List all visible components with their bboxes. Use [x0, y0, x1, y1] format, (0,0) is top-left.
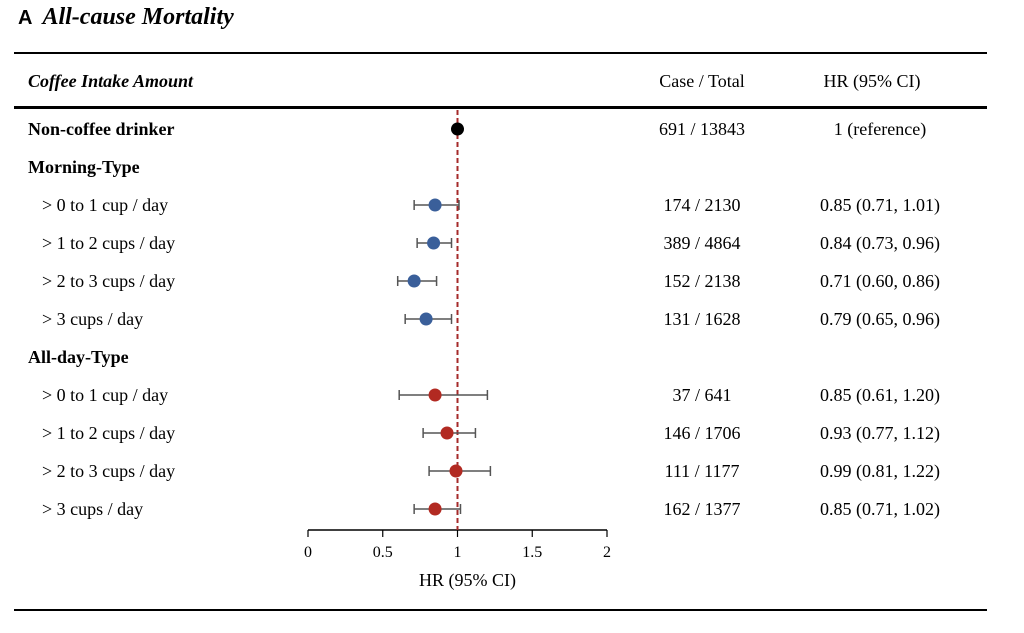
case-total-cell: 174 / 2130: [663, 195, 741, 215]
x-axis-title: HR (95% CI): [419, 570, 516, 591]
case-total-cell: 691 / 13843: [658, 119, 746, 139]
hr-ci-cell: 0.85 (0.71, 1.01): [820, 195, 940, 215]
panel-letter: A: [18, 7, 33, 29]
chart-title: All-cause Mortality: [42, 4, 234, 30]
case-total-cell: 162 / 1377: [663, 499, 741, 519]
row-label: > 2 to 3 cups / day: [42, 271, 176, 291]
hr-point: [428, 388, 442, 402]
x-tick-label: 1.5: [522, 544, 542, 561]
hr-ci-cell: 0.71 (0.60, 0.86): [820, 271, 940, 291]
x-tick-label: 2: [603, 544, 611, 561]
row-label: > 1 to 2 cups / day: [42, 423, 176, 443]
case-total-cell: 389 / 4864: [663, 233, 741, 253]
panel-title: A All-cause Mortality: [18, 4, 234, 36]
hr-point: [428, 198, 442, 212]
case-total-cell: 111 / 1177: [664, 461, 740, 481]
hr-point: [419, 312, 433, 326]
row-label: > 1 to 2 cups / day: [42, 233, 176, 253]
hr-ci-cell: 0.93 (0.77, 1.12): [820, 423, 940, 443]
row-label: > 3 cups / day: [42, 499, 144, 519]
row-group-label: All-day-Type: [28, 347, 129, 367]
hr-ci-cell: 0.99 (0.81, 1.22): [820, 461, 940, 481]
case-total-cell: 131 / 1628: [663, 309, 741, 329]
row-label: > 0 to 1 cup / day: [42, 385, 169, 405]
hr-point: [407, 274, 421, 288]
column-header-case-total: Case / Total: [659, 71, 745, 91]
x-tick-label: 1: [454, 544, 462, 561]
hr-ci-cell: 0.84 (0.73, 0.96): [820, 233, 940, 253]
table-header-rule: [14, 106, 987, 109]
hr-point: [427, 236, 441, 250]
column-header-label: Coffee Intake Amount: [28, 71, 194, 91]
case-total-cell: 146 / 1706: [663, 423, 741, 443]
row-group-label: Morning-Type: [28, 157, 140, 177]
row-label: > 2 to 3 cups / day: [42, 461, 176, 481]
x-tick-label: 0.5: [373, 544, 393, 561]
table-bottom-rule: [14, 609, 987, 611]
x-tick-label: 0: [304, 544, 312, 561]
hr-point: [440, 426, 454, 440]
row-label: > 3 cups / day: [42, 309, 144, 329]
hr-ci-cell: 0.85 (0.61, 1.20): [820, 385, 940, 405]
hr-point: [449, 464, 463, 478]
case-total-cell: 152 / 2138: [663, 271, 741, 291]
row-label: > 0 to 1 cup / day: [42, 195, 169, 215]
hr-ci-cell: 0.85 (0.71, 1.02): [820, 499, 940, 519]
hr-ci-cell: 1 (reference): [833, 119, 927, 139]
hr-ci-cell: 0.79 (0.65, 0.96): [820, 309, 940, 329]
hr-point: [428, 502, 442, 516]
row-group-label: Non-coffee drinker: [28, 119, 175, 139]
column-header-hr: HR (95% CI): [823, 71, 921, 91]
case-total-cell: 37 / 641: [672, 385, 732, 405]
table-top-rule: [14, 52, 987, 54]
hr-point: [451, 122, 464, 136]
